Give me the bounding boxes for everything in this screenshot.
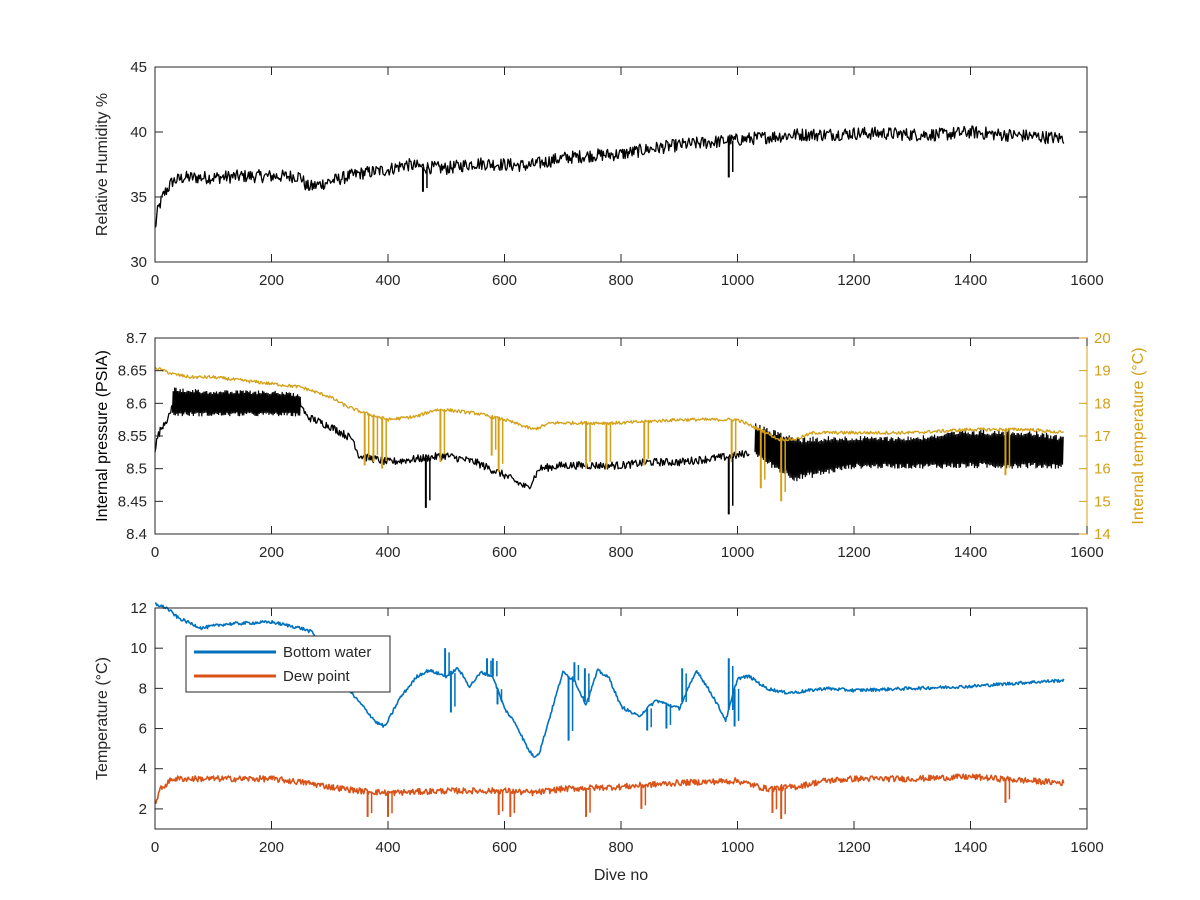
y-tick-label: 8.55 (118, 428, 147, 445)
x-tick-label: 600 (492, 839, 517, 856)
dew-point-line (154, 773, 1065, 805)
y-axis-label: Relative Humidity % (94, 93, 111, 236)
y2-tick-label: 17 (1094, 428, 1111, 445)
y-tick-label: 40 (130, 124, 147, 141)
y2-tick-label: 15 (1094, 493, 1111, 510)
y-axis-label: Temperature (°C) (94, 657, 111, 780)
x-tick-label: 1000 (721, 544, 754, 561)
x-tick-label: 400 (375, 272, 400, 289)
x-tick-label: 400 (375, 544, 400, 561)
water-dewpoint-panel: 0 200 400 600 800 1000 1200 1400 1600 2 4 6 8 10 12 Tem… (94, 600, 1104, 884)
temperature-series-group (154, 602, 1065, 819)
x-tick-label: 1000 (721, 272, 754, 289)
x-tick-label: 1200 (837, 272, 870, 289)
y-tick-label: 4 (139, 761, 147, 778)
x-tick-label: 1200 (837, 544, 870, 561)
x-tick-label: 800 (608, 839, 633, 856)
x-tick-label: 600 (492, 272, 517, 289)
x-tick-label: 1400 (954, 272, 987, 289)
y-tick-label: 45 (130, 59, 147, 76)
y-tick-label: 8.5 (126, 461, 147, 478)
x-tick-label: 400 (375, 839, 400, 856)
x-tick-label: 1600 (1070, 544, 1103, 561)
y-tick-label: 8.6 (126, 395, 147, 412)
x-axis-label: Dive no (594, 867, 648, 884)
x-tick-label: 200 (259, 272, 284, 289)
x-tick-label: 0 (151, 839, 159, 856)
legend-label: Dew point (283, 668, 351, 685)
y-tick-label: 8.65 (118, 363, 147, 380)
pressure-series-2-band (171, 387, 301, 417)
x-tick-label: 600 (492, 544, 517, 561)
y2-tick-label: 19 (1094, 363, 1111, 380)
y-tick-label: 30 (130, 254, 147, 271)
x-tick-label: 1000 (721, 839, 754, 856)
humidity-series-group (154, 125, 1065, 228)
y2-axis-label: Internal temperature (°C) (1130, 347, 1147, 524)
y-tick-label: 6 (139, 721, 147, 738)
y-tick-label: 35 (130, 189, 147, 206)
humidity-series-0-line (154, 125, 1065, 228)
x-tick-label: 1400 (954, 544, 987, 561)
humidity-panel: 0 200 400 600 800 1000 1200 1400 1600 30 35 40 45 Rel… (94, 59, 1104, 289)
y-tick-label: 2 (139, 801, 147, 818)
y2-tick-label: 18 (1094, 395, 1111, 412)
bottom-water-line (154, 602, 1065, 758)
x-tick-label: 1200 (837, 839, 870, 856)
legend: Bottom water Dew point (185, 635, 391, 693)
y2-tick-label: 14 (1094, 526, 1111, 543)
pressure-temperature-panel: 0 200 400 600 800 1000 1200 1400 1600 8.4 8.45 8.5 8… (94, 330, 1147, 561)
x-tick-label: 200 (259, 839, 284, 856)
y-tick-label: 8.45 (118, 493, 147, 510)
y-tick-label: 10 (130, 640, 147, 657)
x-tick-label: 1600 (1070, 272, 1103, 289)
x-tick-label: 800 (608, 544, 633, 561)
legend-box (185, 635, 391, 693)
y-tick-label: 8.7 (126, 330, 147, 347)
x-tick-label: 800 (608, 272, 633, 289)
x-tick-label: 1600 (1070, 839, 1103, 856)
pressure-series-3-line (154, 366, 1064, 442)
x-tick-label: 0 (151, 544, 159, 561)
y-tick-label: 12 (130, 600, 147, 617)
y-axis-label: Internal pressure (PSIA) (94, 350, 111, 522)
y-tick-label: 8 (139, 680, 147, 697)
y2-tick-label: 20 (1094, 330, 1111, 347)
pressure-series-1-band (754, 423, 1064, 482)
legend-label: Bottom water (283, 644, 371, 661)
x-tick-label: 0 (151, 272, 159, 289)
y-tick-label: 8.4 (126, 526, 147, 543)
x-tick-label: 1400 (954, 839, 987, 856)
y2-tick-label: 16 (1094, 461, 1111, 478)
pressure-series-group (154, 366, 1064, 515)
x-tick-label: 200 (259, 544, 284, 561)
